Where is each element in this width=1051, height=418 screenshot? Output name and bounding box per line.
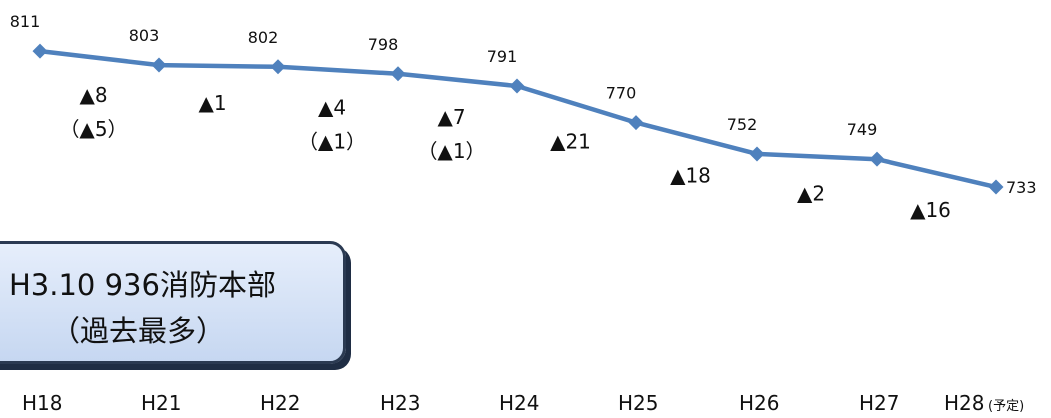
data-point-H28 [988,179,1004,195]
value-label-H22: 802 [248,28,279,47]
callout-line-1: H3.10 936消防本部 [9,268,276,302]
decrease-label-6-0: ▲2 [797,182,825,206]
decrease-label-3-0: ▲7 [437,105,465,129]
decrease-label-layer: ▲8 （▲5） ▲1 ▲4 （▲1） ▲7 （▲1） ▲21 ▲18 ▲2 ▲16 [59,83,950,222]
value-label-H18: 811 [10,12,41,31]
x-tick-label-H25: H25 [618,391,659,415]
x-tick-label-H24: H24 [499,391,540,415]
data-point-H27 [869,151,885,167]
data-point-H21 [151,57,167,73]
value-label-H23: 798 [368,35,399,54]
decrease-label-0-0: ▲8 [79,83,107,107]
decrease-label-5-0: ▲18 [670,163,711,187]
decrease-label-1-0: ▲1 [198,91,226,115]
value-label-H27: 749 [847,120,878,139]
data-point-H18 [32,43,48,59]
peak-count-callout: H3.10 936消防本部 （過去最多） [0,241,346,364]
decrease-label-2-1: （▲1） [298,129,366,153]
decrease-label-7-0: ▲16 [910,198,951,222]
series-layer [32,43,1004,195]
x-tick-label-H28: H28 [944,391,985,415]
x-tick-label-H23: H23 [380,391,421,415]
decrease-label-2-0: ▲4 [318,95,346,119]
x-tick-label-H18: H18 [22,391,63,415]
data-point-H24 [509,78,525,94]
x-tick-suffix-H28: (予定) [988,399,1024,414]
series-line [39,48,997,190]
callout-line-2: （過去最多） [51,314,226,348]
value-label-H21: 803 [129,26,160,45]
value-label-layer: 811 803 802 798 791 770 752 749 733 [10,12,1037,197]
data-point-H23 [390,66,406,82]
value-label-H25: 770 [606,84,637,103]
x-tick-label-H26: H26 [739,391,780,415]
value-label-H28: 733 [1006,178,1037,197]
decrease-label-3-1: （▲1） [417,139,485,163]
value-label-H26: 752 [727,115,758,134]
decrease-label-4-0: ▲21 [550,129,591,153]
x-axis: H18 H21 H22 H23 H24 H25 H26 H27 H28 (予定) [22,391,1024,415]
data-point-H22 [270,59,286,75]
data-point-H26 [749,146,765,162]
x-tick-label-H22: H22 [260,391,301,415]
x-tick-label-H27: H27 [859,391,900,415]
data-point-H25 [628,115,644,131]
value-label-H24: 791 [487,47,518,66]
decrease-label-0-1: （▲5） [59,117,127,141]
x-tick-label-H21: H21 [141,391,182,415]
